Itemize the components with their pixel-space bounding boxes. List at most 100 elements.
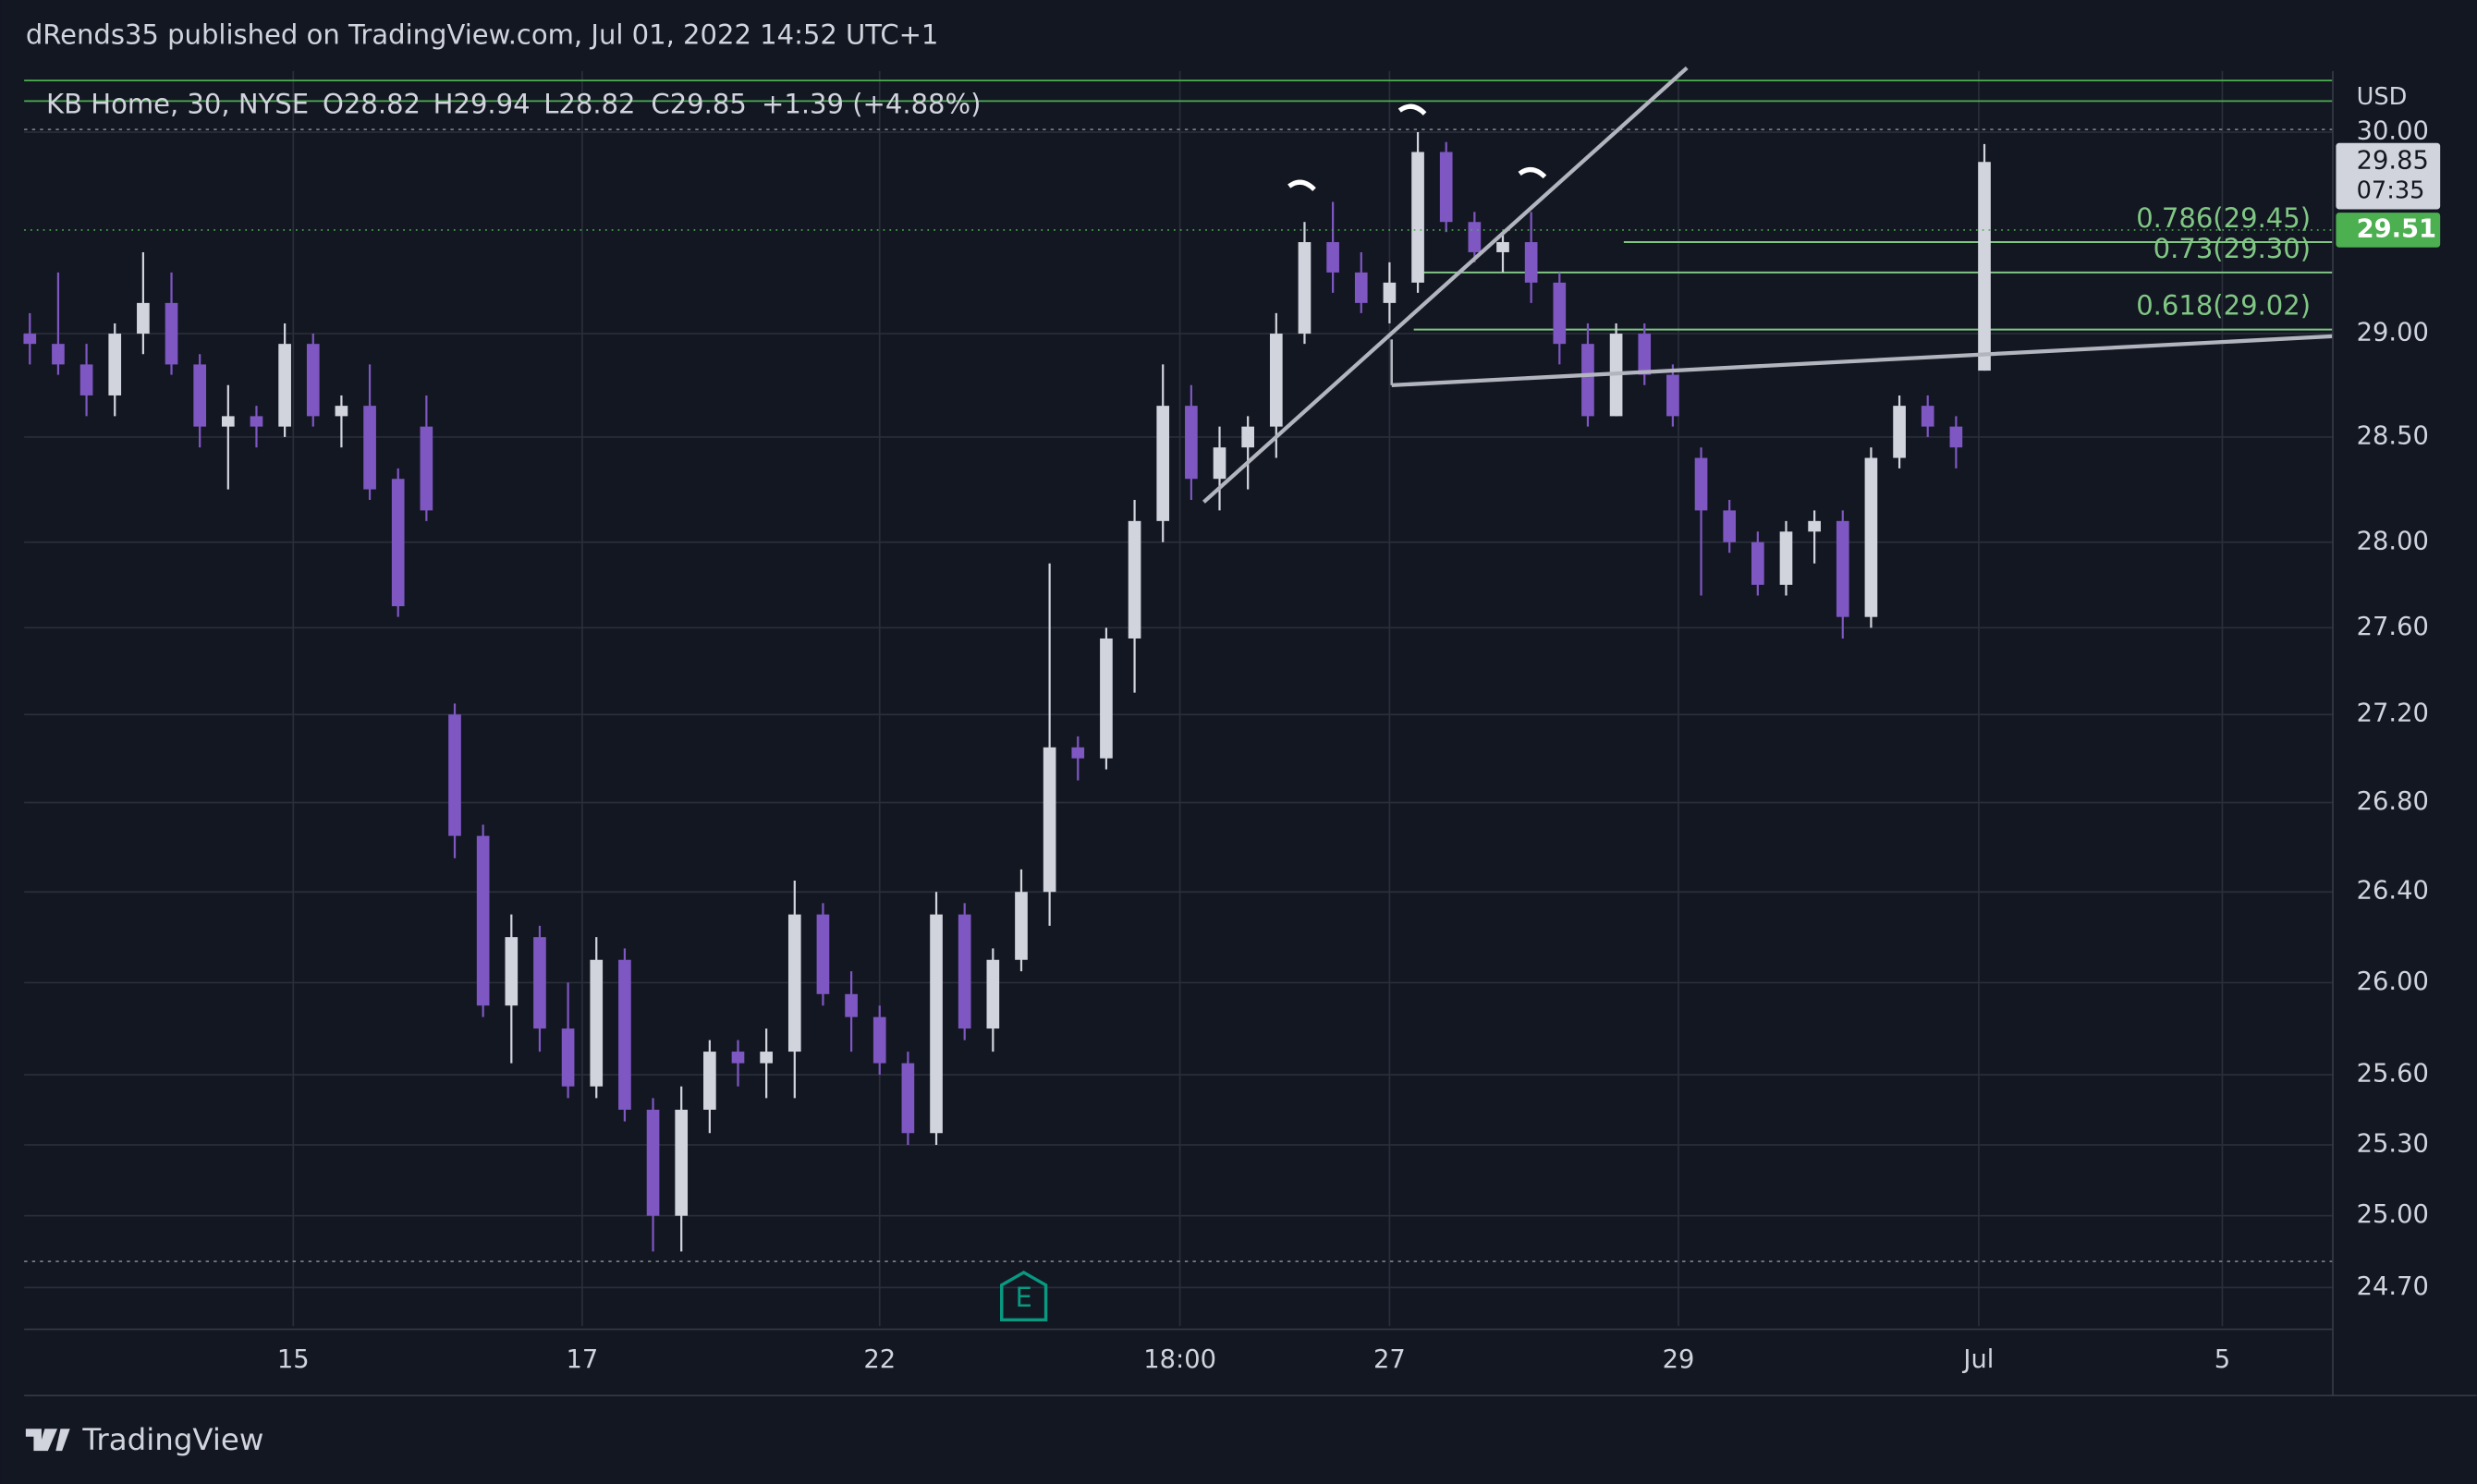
legend-low: L28.82 bbox=[543, 88, 635, 119]
y-tick-label: 27.20 bbox=[2357, 699, 2429, 728]
legend-symbol: KB Home, 30, NYSE bbox=[46, 88, 309, 119]
fib-label: 0.618(29.02) bbox=[2136, 290, 2311, 322]
arc-marker bbox=[1397, 103, 1427, 116]
earnings-label: E bbox=[1015, 1282, 1031, 1313]
fib-label: 0.73(29.30) bbox=[2154, 233, 2311, 264]
y-tick-label: 27.60 bbox=[2357, 613, 2429, 641]
candle-body bbox=[1071, 747, 1085, 759]
candle-body bbox=[1751, 541, 1764, 585]
candle-body bbox=[1128, 520, 1141, 639]
candle-body bbox=[930, 914, 943, 1134]
candle-body bbox=[1213, 447, 1226, 480]
candle-body bbox=[1354, 272, 1368, 303]
candle-body bbox=[1326, 242, 1339, 273]
candle-body bbox=[1864, 457, 1878, 617]
candle-body bbox=[1921, 406, 1934, 427]
candle-body bbox=[618, 959, 631, 1110]
candle-body bbox=[137, 302, 150, 335]
x-tick-label: 5 bbox=[2215, 1345, 2230, 1374]
candle-body bbox=[1808, 520, 1821, 532]
arc-marker bbox=[1518, 167, 1547, 179]
candle-body bbox=[1836, 520, 1849, 617]
arc-marker bbox=[1287, 179, 1316, 191]
y-tick-label: 28.00 bbox=[2357, 527, 2429, 555]
candle-body bbox=[52, 344, 65, 365]
last-price-label: 29.85 bbox=[2357, 147, 2429, 176]
y-tick-label: 26.40 bbox=[2357, 877, 2429, 906]
candle-body bbox=[505, 937, 519, 1006]
candle-body bbox=[1581, 344, 1594, 417]
candle-body bbox=[1553, 282, 1567, 345]
x-tick-label: 18:00 bbox=[1143, 1345, 1216, 1374]
candle-body bbox=[278, 344, 291, 427]
currency-label: USD bbox=[2357, 83, 2408, 111]
candle-body bbox=[845, 993, 858, 1017]
plot-area: 30.00 29.00 28.50 28.00 27.60 27.20 26.80 26.40… bbox=[23, 70, 2429, 1374]
candle-body bbox=[1156, 406, 1170, 521]
x-tick-label: 22 bbox=[863, 1345, 896, 1374]
fib-label: 0.786(29.45) bbox=[2136, 202, 2311, 234]
candle-body bbox=[703, 1052, 716, 1110]
candle-body bbox=[193, 364, 207, 427]
earnings-marker bbox=[1000, 1271, 1048, 1322]
candle-body bbox=[1100, 638, 1113, 759]
price-line-box bbox=[2336, 213, 2441, 248]
candle-body bbox=[250, 416, 263, 427]
candle-body bbox=[901, 1063, 915, 1134]
x-tick-label: 15 bbox=[277, 1345, 310, 1374]
candle-body bbox=[1185, 406, 1198, 480]
candle-body bbox=[363, 406, 376, 490]
x-tick-label: 17 bbox=[567, 1345, 599, 1374]
candle-body bbox=[79, 364, 93, 395]
candle-body bbox=[476, 835, 490, 1006]
candle-body bbox=[1269, 334, 1283, 427]
candle-body bbox=[1383, 282, 1397, 303]
y-tick-label: 24.70 bbox=[2357, 1272, 2429, 1301]
candle-body bbox=[872, 1016, 886, 1064]
candle-body bbox=[646, 1109, 660, 1216]
candle-body bbox=[1638, 334, 1652, 375]
candle-body bbox=[306, 344, 320, 417]
candle-body bbox=[1496, 242, 1509, 252]
candle-body bbox=[420, 426, 433, 511]
trend-line bbox=[1391, 334, 2334, 388]
candle-body bbox=[1411, 152, 1424, 283]
y-tick-label: 25.60 bbox=[2357, 1060, 2429, 1089]
candle-body bbox=[1779, 531, 1793, 585]
candle-body bbox=[590, 959, 604, 1087]
candle-body bbox=[561, 1028, 575, 1087]
candle-body bbox=[448, 714, 461, 836]
candle-body bbox=[221, 416, 235, 427]
x-tick-label: 27 bbox=[1373, 1345, 1406, 1374]
legend-change: +1.39 (+4.88%) bbox=[762, 88, 981, 119]
candle-body bbox=[1468, 222, 1482, 252]
last-price-box bbox=[2336, 142, 2441, 210]
candle-body bbox=[533, 937, 546, 1029]
published-line: dRends35 published on TradingView.com, J… bbox=[26, 18, 939, 50]
candle-body bbox=[1694, 457, 1708, 511]
candle-body bbox=[335, 406, 348, 417]
candle-body bbox=[1949, 426, 1963, 448]
y-tick-label: 30.00 bbox=[2357, 117, 2429, 146]
trend-line bbox=[1202, 66, 1689, 504]
candle-body bbox=[1043, 747, 1056, 893]
brand-logo bbox=[25, 1429, 70, 1452]
y-tick-label: 26.80 bbox=[2357, 787, 2429, 816]
candle-body bbox=[986, 959, 1000, 1029]
y-tick-label: 25.00 bbox=[2357, 1200, 2429, 1229]
candle-body bbox=[816, 914, 830, 994]
x-tick-label: 29 bbox=[1663, 1345, 1695, 1374]
candle-body bbox=[1524, 242, 1538, 283]
legend-high: H29.94 bbox=[433, 88, 531, 119]
y-tick-label: 25.30 bbox=[2357, 1129, 2429, 1158]
candle-body bbox=[958, 914, 971, 1029]
y-tick-label: 26.00 bbox=[2357, 967, 2429, 996]
candle-body bbox=[1241, 426, 1254, 448]
candle-body bbox=[391, 479, 405, 607]
brand-name: TradingView bbox=[81, 1422, 263, 1457]
y-tick-label: 28.50 bbox=[2357, 421, 2429, 450]
candle-body bbox=[1298, 242, 1312, 335]
y-tick-label: 29.00 bbox=[2357, 319, 2429, 347]
